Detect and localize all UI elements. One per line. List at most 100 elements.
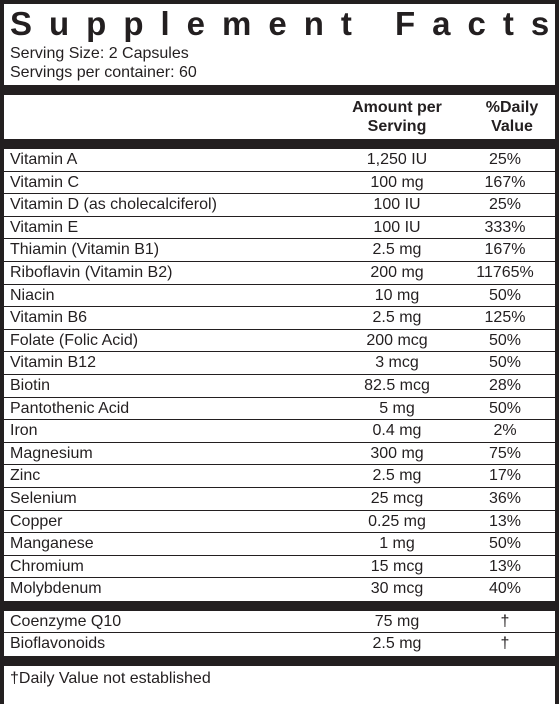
table-row: Riboflavin (Vitamin B2) 200 mg 11765% [4,262,555,285]
nutrient-name: Iron [10,422,38,440]
thick-divider [4,600,555,611]
nutrient-amount: 1,250 IU [366,151,428,168]
table-row: Chromium 15 mcg 13% [4,556,555,579]
nutrient-amount: 200 mg [370,263,424,281]
column-header: Amount per Serving %Daily Value [4,95,555,139]
table-row: Molybdenum 30 mcg 40% [4,578,555,601]
nutrient-amount: 0.4 mg [372,422,422,440]
nutrient-amount: 15 mcg [370,557,424,575]
nutrient-amount: 300 mg [370,444,424,462]
nutrient-daily-value: 167% [484,173,526,191]
table-row: Copper 0.25 mg 13% [4,511,555,534]
nutrient-daily-value: 40% [488,580,522,598]
thick-divider [4,656,555,667]
table-row: Thiamin (Vitamin B1) 2.5 mg 167% [4,239,555,262]
table-row: Folate (Folic Acid) 200 mcg 50% [4,330,555,353]
nutrient-daily-value: † [500,612,510,630]
nutrient-name: Vitamin B12 [10,354,96,372]
nutrient-name: Riboflavin (Vitamin B2) [10,263,173,281]
nutrient-amount: 82.5 mcg [364,376,430,394]
table-row: Vitamin D (as cholecalciferol) 100 IU 25% [4,194,555,217]
nutrient-daily-value: 333% [484,218,526,236]
nutrient-daily-value: 50% [488,286,522,304]
table-row: Manganese 1 mg 50% [4,533,555,556]
servings-per-container: Servings per container: 60 [10,64,197,81]
table-row: Vitamin B12 3 mcg 50% [4,352,555,375]
footnote: †Daily Value not established [10,670,211,688]
nutrient-daily-value: 75% [488,444,522,462]
nutrient-name: Niacin [10,286,55,304]
table-row: Vitamin C 100 mg 167% [4,172,555,195]
nutrient-name: Vitamin C [10,173,80,191]
nutrient-daily-value: 13% [488,512,522,530]
table-row: Vitamin A 1,250 IU 25% [4,149,555,172]
nutrient-daily-value: † [500,635,510,653]
nutrient-daily-value: 50% [488,535,522,553]
nutrient-name: Magnesium [10,444,93,462]
nutrient-daily-value: 167% [484,241,526,259]
nutrient-name: Manganese [10,535,94,553]
nutrient-name: Molybdenum [10,580,102,598]
nutrient-name: Chromium [10,557,84,575]
nutrient-table: Vitamin A 1,250 IU 25% Vitamin C 100 mg 167% V… [4,149,555,601]
nutrient-daily-value: 17% [488,467,522,485]
nutrient-daily-value: 13% [488,557,522,575]
table-row: Bioflavonoids 2.5 mg † [4,633,555,656]
daily-value-header: %Daily Value [485,99,539,135]
other-ingredients-table: Coenzyme Q10 75 mg † Bioflavonoids 2.5 mg † [4,611,555,656]
nutrient-name: Biotin [10,376,51,394]
nutrient-name: Bioflavonoids [10,635,106,653]
table-row: Zinc 2.5 mg 17% [4,465,555,488]
nutrient-name: Selenium [10,489,77,507]
nutrient-amount: 25 mcg [370,489,424,507]
nutrient-name: Copper [10,512,63,530]
nutrient-name: Vitamin A [10,151,78,168]
nutrient-name: Thiamin (Vitamin B1) [10,241,160,259]
nutrient-daily-value: 125% [484,309,526,327]
nutrient-amount: 0.25 mg [368,512,426,530]
nutrient-amount: 100 IU [373,218,421,236]
nutrient-daily-value: 25% [488,151,522,168]
table-row: Niacin 10 mg 50% [4,285,555,308]
nutrient-daily-value: 25% [488,196,522,214]
nutrient-amount: 2.5 mg [372,241,422,259]
thick-divider [4,85,555,95]
nutrient-name: Vitamin B6 [10,309,88,327]
nutrient-amount: 1 mg [379,535,415,553]
table-row: Iron 0.4 mg 2% [4,420,555,443]
nutrient-amount: 30 mcg [370,580,424,598]
nutrient-amount: 2.5 mg [372,635,422,653]
nutrient-daily-value: 50% [488,354,522,372]
nutrient-daily-value: 36% [488,489,522,507]
nutrient-daily-value: 28% [488,376,522,394]
nutrient-amount: 2.5 mg [372,309,422,327]
nutrient-name: Folate (Folic Acid) [10,331,139,349]
table-row: Coenzyme Q10 75 mg † [4,611,555,634]
nutrient-name: Vitamin D (as cholecalciferol) [10,196,217,214]
nutrient-name: Coenzyme Q10 [10,612,122,630]
table-row: Vitamin B6 2.5 mg 125% [4,307,555,330]
amount-per-serving-header: Amount per Serving [352,99,442,135]
table-row: Vitamin E 100 IU 333% [4,217,555,240]
nutrient-daily-value: 11765% [476,263,534,281]
label-title: Supplement Facts [10,5,555,42]
nutrient-amount: 3 mcg [375,354,419,372]
serving-size: Serving Size: 2 Capsules [10,45,189,62]
nutrient-amount: 10 mg [374,286,420,304]
table-row: Selenium 25 mcg 36% [4,488,555,511]
nutrient-daily-value: 50% [488,331,522,349]
nutrient-amount: 75 mg [374,612,420,630]
thick-divider [4,139,555,149]
nutrient-amount: 200 mcg [366,331,428,349]
nutrient-daily-value: 2% [493,422,517,440]
nutrient-amount: 2.5 mg [372,467,422,485]
nutrient-name: Pantothenic Acid [10,399,130,417]
nutrient-daily-value: 50% [488,399,522,417]
nutrient-amount: 100 IU [373,196,421,214]
nutrient-amount: 5 mg [379,399,415,417]
table-row: Biotin 82.5 mcg 28% [4,375,555,398]
nutrient-name: Zinc [10,467,41,485]
nutrient-amount: 100 mg [370,173,424,191]
table-row: Pantothenic Acid 5 mg 50% [4,398,555,421]
